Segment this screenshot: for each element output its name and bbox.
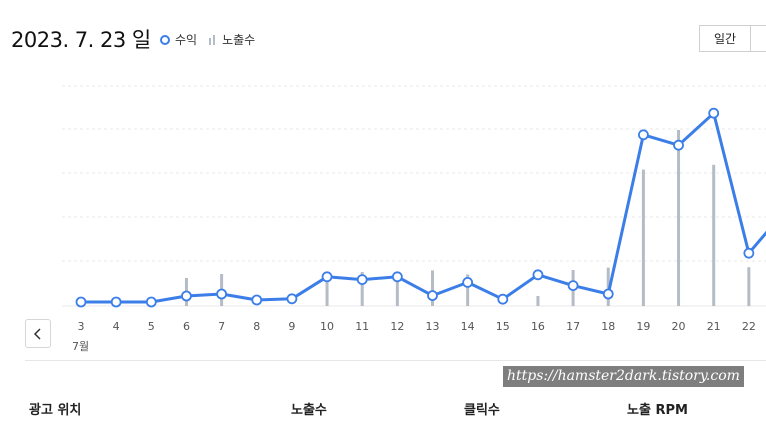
impression-bar [747,267,751,306]
impression-bar [466,274,470,306]
revenue-point [708,107,720,119]
chart-legend: 수익 노출수 [160,31,267,48]
impression-bar [677,130,681,306]
chart-prev-button[interactable] [25,319,51,348]
impression-bar [536,296,540,306]
x-tick-label: 6 [183,320,190,333]
x-tick-label: 22 [742,320,756,333]
revenue-point [251,294,263,306]
x-tick-label: 11 [355,320,369,333]
period-daily-button[interactable]: 일간 [699,25,751,52]
legend-revenue-label: 수익 [175,33,198,47]
impression-bar [641,169,645,306]
legend-impressions-label: 노출수 [222,33,256,47]
chevron-left-icon [33,327,41,340]
impression-bar [325,272,329,306]
revenue-point [321,271,333,283]
period-next-button[interactable] [751,25,766,52]
revenue-point [532,269,544,281]
revenue-point [638,129,649,141]
x-tick-label: 12 [390,320,404,333]
revenue-point [427,290,438,302]
x-tick-label: 16 [531,320,545,333]
revenue-point [145,296,157,308]
legend-revenue: 수익 [160,31,197,48]
x-tick-label: 8 [253,320,260,333]
x-tick-label: 9 [288,320,295,333]
revenue-point [216,288,228,300]
month-label: 7월 [72,340,90,353]
revenue-point [462,276,474,288]
impression-bar [395,274,399,306]
revenue-marker-icon [160,34,170,45]
col-header-impressions: 노출수 [291,403,327,418]
x-tick-label: 7 [218,320,225,333]
x-tick-label: 13 [426,320,440,333]
revenue-line [81,111,766,304]
x-tick-label: 4 [113,320,120,333]
impression-bar [606,267,610,306]
legend-impressions: 노출수 [209,31,255,48]
x-tick-label: 21 [707,320,721,333]
revenue-point [602,288,614,300]
col-header-rpm: 노출 RPM [627,403,688,418]
revenue-point [110,296,122,308]
revenue-point [356,274,368,286]
revenue-point [743,247,755,259]
x-tick-label: 10 [320,320,334,333]
revenue-point [181,290,192,302]
revenue-point [567,280,579,292]
revenue-chart: 3 4 5 6 7 8 9 10 11 12 13 14 15 16 17 18 19 20 21 22 [62,85,766,333]
x-tick-label: 14 [461,320,475,333]
revenue-point [673,139,684,151]
impression-bar [360,272,364,306]
watermark: https://hamster2dark.tistory.com [503,366,744,387]
col-header-clicks: 클릭수 [464,403,500,418]
revenue-point [286,293,298,305]
x-tick-label: 3 [78,320,85,333]
revenue-point [497,293,509,305]
section-divider [25,360,766,361]
selected-date: 2023. 7. 23 일 [11,28,151,52]
x-tick-label: 20 [672,320,686,333]
impression-bar [431,270,434,306]
col-header-ad-position: 광고 위치 [29,403,82,418]
revenue-point [391,271,403,283]
x-tick-label: 5 [148,320,155,333]
x-tick-label: 18 [601,320,615,333]
impression-bar [712,164,716,306]
x-tick-label: 17 [566,320,580,333]
impressions-bar-icon [209,34,217,45]
revenue-point [75,296,87,308]
x-tick-label: 15 [496,320,510,333]
x-tick-label: 19 [636,320,650,333]
